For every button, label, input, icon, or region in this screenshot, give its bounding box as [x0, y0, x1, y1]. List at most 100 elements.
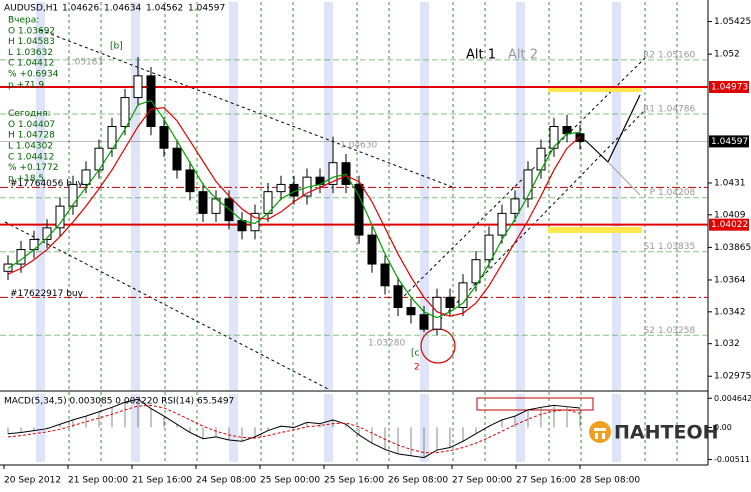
candle-body — [3, 263, 13, 272]
pivot-label: 1.05160 — [658, 50, 695, 60]
y-tick-label: 1.0364 — [714, 275, 746, 285]
annotation: 1.04630 — [340, 141, 377, 151]
annotation: 1.05183 — [66, 58, 103, 68]
candle-body — [497, 212, 507, 236]
candle-body — [276, 183, 286, 193]
candle-body — [536, 147, 546, 171]
header-value: 1.04597 — [188, 4, 225, 14]
info-line: O 1.04407 — [8, 120, 55, 130]
forecast-arrows — [584, 94, 641, 196]
info-line: % +0.1772 — [8, 163, 58, 173]
x-tick-label: 24 Sep 08:00 — [196, 476, 256, 486]
annotation: 2 — [414, 363, 420, 373]
symbol: AUDUSD,H1 — [4, 4, 58, 14]
candle-body — [458, 282, 468, 308]
x-tick-label: 21 Sep 16:00 — [132, 476, 192, 486]
candle-body — [523, 169, 533, 200]
level-label: 1.04022 — [711, 220, 748, 230]
indicator-tick-label: 0.00 — [714, 423, 732, 432]
info-line: O 1.03692 — [8, 26, 55, 36]
pivot-name: S1 — [644, 242, 655, 252]
candle-body — [575, 133, 585, 142]
candle-body — [367, 234, 377, 265]
moving-average — [7, 107, 581, 317]
target-zone — [548, 86, 642, 92]
macd-line — [7, 398, 581, 459]
y-tick-label: 1.032 — [714, 339, 740, 349]
indicator-tick-label: 0.004642 — [714, 394, 751, 403]
x-tick-label: 27 Sep 16:00 — [516, 476, 576, 486]
annotation: [c — [411, 349, 420, 359]
annotation: [b] — [110, 42, 123, 52]
x-tick-label: 21 Sep 00:00 — [68, 476, 128, 486]
pivot-label: 1.04208 — [658, 188, 695, 198]
level-label: 1.04597 — [711, 137, 748, 147]
candle-body — [172, 147, 182, 171]
info-line: p +18.5 — [8, 174, 44, 184]
candle-body — [484, 234, 494, 261]
level-label: 1.04973 — [711, 82, 748, 92]
annotation: Alt 2 — [508, 48, 538, 63]
x-tick-label: 25 Sep 00:00 — [260, 476, 320, 486]
channel-lines — [4, 29, 646, 391]
y-tick-label: 1.02975 — [714, 372, 751, 382]
candle-body — [419, 314, 429, 330]
info-line: Сегодня: — [8, 109, 51, 119]
candle-body — [393, 285, 403, 308]
y-tick-label: 1.0409 — [714, 210, 746, 220]
y-tick-label: 1.0342 — [714, 307, 746, 317]
pivot-name: R2 — [643, 50, 655, 60]
candle-body — [29, 238, 39, 251]
level-tag — [709, 218, 749, 231]
signal-line — [7, 404, 581, 454]
candle-body — [120, 97, 130, 128]
candle-body — [471, 259, 481, 284]
info-line: % +0.6934 — [8, 70, 59, 80]
candle-body — [341, 162, 351, 185]
pivot-name: P — [650, 188, 656, 198]
header-value: 1.04562 — [146, 4, 183, 14]
x-tick-label: 28 Sep 08:00 — [580, 476, 640, 486]
candle-body — [81, 169, 91, 185]
info-line: H 1.04728 — [8, 131, 55, 141]
target-zone — [548, 227, 642, 233]
candle-body — [159, 126, 169, 149]
x-tick-label: 26 Sep 08:00 — [388, 476, 448, 486]
annotation: 1.03280 — [368, 339, 405, 349]
info-line: L 1.03632 — [8, 48, 53, 58]
pivot-name: S2 — [644, 326, 655, 336]
x-tick-label: 20 Sep 2012 — [4, 476, 61, 486]
candle-body — [55, 205, 65, 229]
candle-body — [198, 191, 208, 214]
header-value: 1.04626 — [62, 4, 99, 14]
info-line: C 1.04412 — [8, 152, 54, 162]
moving-average — [7, 99, 581, 319]
pivot-name: R1 — [643, 105, 655, 115]
y-tick-label: 1.03865 — [714, 243, 751, 253]
info-line: p +71.9 — [8, 80, 44, 90]
info-line: H 1.04583 — [8, 37, 55, 47]
candle-body — [133, 75, 143, 99]
pivot-label: 1.03835 — [658, 242, 695, 252]
y-tick-label: 1.0431 — [714, 178, 746, 188]
info-line: Вчера: — [8, 16, 39, 26]
pivot-label: 1.04786 — [658, 105, 695, 115]
x-tick-label: 27 Sep 00:00 — [452, 476, 512, 486]
indicator-title: MACD(5,34,5) 0.003085 0.002220 RSI(14) 6… — [4, 397, 234, 407]
level-tag — [709, 80, 749, 93]
candle-body — [562, 126, 572, 135]
candle-body — [328, 162, 338, 185]
y-tick-label: 1.052 — [714, 50, 740, 60]
order-label: #17622917 buy — [10, 289, 84, 299]
logo-text: ПАНТЕОН — [614, 422, 719, 444]
candle-body — [354, 183, 364, 236]
candle-body — [68, 183, 78, 207]
rsi-box — [476, 397, 594, 411]
x-tick-label: 25 Sep 16:00 — [324, 476, 384, 486]
order-label: #17764056 buy — [10, 179, 84, 189]
candle-body — [510, 198, 520, 214]
indicator-tick-label: -0.00511 — [714, 455, 750, 464]
candle-body — [237, 220, 247, 232]
candle-body — [380, 263, 390, 287]
